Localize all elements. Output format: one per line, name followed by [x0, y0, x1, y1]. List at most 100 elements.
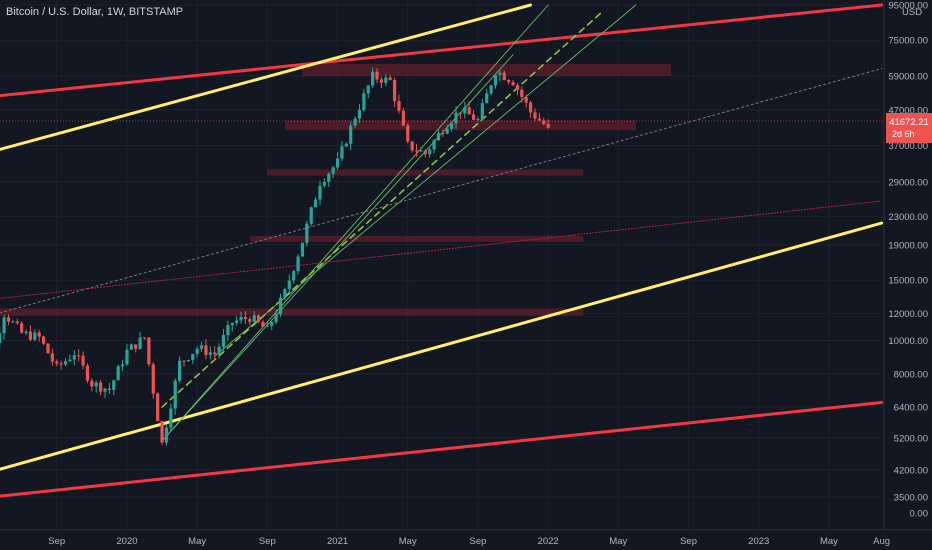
candle-body — [28, 331, 33, 340]
price-tick-label: 47000.00 — [888, 105, 928, 116]
time-tick-label: Sep — [259, 536, 276, 547]
candle-body — [120, 364, 125, 367]
candle-body — [287, 280, 291, 290]
candle-body — [213, 352, 217, 355]
candle-body — [498, 72, 502, 75]
time-tick-label: Sep — [680, 536, 697, 547]
trendline[interactable] — [161, 12, 602, 408]
candle-body — [129, 344, 133, 350]
candle-body — [305, 223, 309, 243]
candle-body — [85, 365, 90, 381]
trendline[interactable] — [0, 400, 884, 501]
price-tick-label: 29000.00 — [888, 177, 928, 188]
candle-body — [357, 109, 362, 119]
zone-box — [0, 308, 584, 316]
candle-body — [476, 119, 480, 121]
time-axis[interactable]: May Sep 2020 May Sep 2021 May Sep 2022 May Sep 2023… — [0, 529, 932, 547]
price-tick-label: 75000.00 — [888, 36, 928, 47]
candle-body — [217, 346, 221, 355]
trendline[interactable] — [161, 4, 549, 442]
candle-body — [107, 388, 111, 390]
candle-body — [432, 140, 436, 150]
candle-body — [68, 359, 72, 362]
price-tick-label: 5200.00 — [894, 433, 928, 444]
trendline[interactable] — [0, 3, 884, 101]
candle-body — [173, 380, 177, 409]
trendline[interactable] — [0, 68, 883, 327]
candle-body — [379, 79, 384, 83]
candle-body — [169, 408, 173, 428]
price-tick-label: 4200.00 — [894, 465, 928, 476]
candle-body — [480, 103, 484, 120]
time-tick-label: May — [820, 536, 838, 547]
candle-body — [493, 74, 498, 86]
candle-body — [112, 380, 116, 390]
candle-body — [384, 77, 388, 83]
candle-body — [226, 325, 230, 336]
candle-body — [11, 321, 15, 323]
candle-body — [309, 207, 313, 224]
trendline[interactable] — [0, 3, 533, 163]
candle-body — [99, 382, 103, 392]
candle-body — [318, 185, 322, 200]
price-axis[interactable]: 95000.00 75000.00 59000.00 47000.00 37000.00… — [883, 0, 928, 530]
candle-body — [15, 321, 19, 324]
time-tick-label: 2023 — [748, 536, 769, 547]
candle-body — [37, 332, 41, 337]
candle-body — [252, 315, 256, 322]
candle-body — [471, 114, 476, 120]
price-tick-label: 12000.00 — [888, 309, 928, 320]
candle-body — [142, 337, 147, 339]
price-tick-label: 6400.00 — [894, 403, 928, 414]
candle-body — [542, 120, 546, 124]
candle-body — [524, 97, 528, 103]
candle-body — [335, 158, 340, 168]
zone-box — [284, 120, 636, 131]
candle-body — [182, 360, 186, 362]
candle-body — [72, 355, 76, 360]
candle-body — [428, 149, 432, 155]
candle-body — [186, 359, 190, 361]
candle-body — [50, 353, 54, 362]
candle-body — [46, 343, 50, 354]
candle-body — [270, 322, 274, 326]
candle-body — [24, 331, 28, 333]
price-tick-label: 37000.00 — [888, 141, 928, 152]
zone-box — [267, 169, 584, 176]
price-tick-label: 8000.00 — [894, 369, 928, 380]
price-axis-unit: USD — [902, 7, 922, 18]
candle-body — [392, 79, 397, 101]
candle-body — [278, 297, 283, 315]
candle-body — [164, 427, 169, 443]
last-price-label: 41672.21 2d 6h — [886, 113, 932, 143]
candle-body — [406, 125, 410, 142]
candle-body — [401, 110, 405, 126]
candle-body — [283, 289, 287, 298]
candle-body — [419, 150, 423, 152]
candle-body — [90, 380, 94, 387]
candle-body — [533, 112, 537, 119]
candle-body — [441, 133, 445, 135]
time-tick-label: 2022 — [538, 536, 559, 547]
candle-body — [235, 320, 239, 323]
candle-body — [349, 125, 353, 144]
candle-body — [160, 421, 164, 443]
candle-body — [327, 173, 331, 182]
candle-body — [467, 107, 471, 115]
candle-body — [454, 112, 458, 124]
time-tick-label: May — [609, 536, 627, 547]
price-tick-label: 19000.00 — [888, 240, 928, 251]
zone-box — [302, 63, 671, 76]
candle-body — [77, 355, 81, 357]
candle-body — [296, 256, 300, 272]
candle-body — [243, 317, 248, 320]
trendline[interactable] — [0, 221, 884, 483]
candle-body — [239, 317, 243, 321]
time-tick-label: May — [188, 536, 206, 547]
candle-body — [414, 150, 419, 152]
trendline[interactable] — [0, 200, 883, 304]
candle-body — [344, 143, 348, 147]
candle-body — [116, 366, 120, 381]
